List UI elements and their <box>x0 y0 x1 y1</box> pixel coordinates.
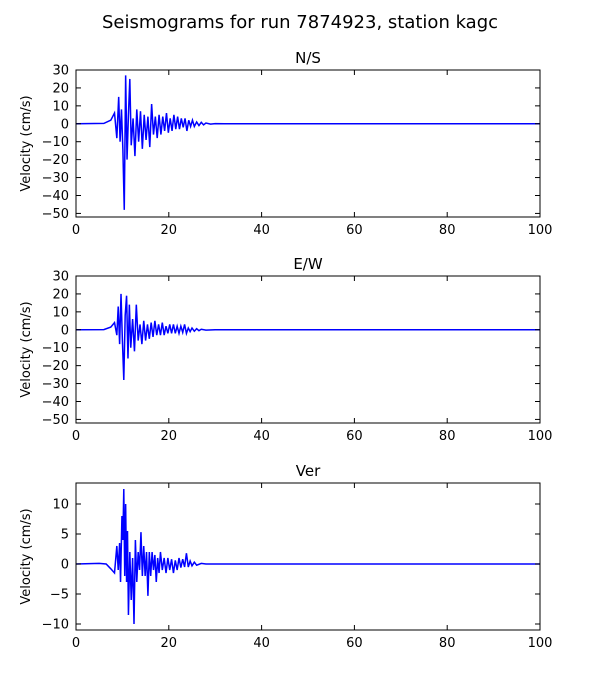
x-tick-label: 0 <box>72 223 80 238</box>
seismogram-trace <box>76 488 540 625</box>
y-tick-label: −20 <box>42 359 69 374</box>
x-tick-label: 60 <box>346 223 363 238</box>
y-tick-label: 30 <box>52 64 69 79</box>
y-axis-label: Velocity (cm/s) <box>19 508 34 604</box>
axes-frame <box>75 275 541 424</box>
y-tick-label: −10 <box>42 618 69 633</box>
y-tick-label: −30 <box>42 171 69 186</box>
x-tick-label: 20 <box>161 429 178 444</box>
y-tick-label: 10 <box>52 99 69 114</box>
y-tick-label: −50 <box>42 413 69 428</box>
panel-title: E/W <box>293 255 323 273</box>
seismogram-trace <box>76 293 540 381</box>
y-tick-label: 30 <box>52 270 69 285</box>
y-tick-label: −10 <box>42 135 69 150</box>
y-tick-label: −40 <box>42 395 69 410</box>
panel-title: N/S <box>295 49 321 67</box>
x-tick-label: 40 <box>253 223 270 238</box>
x-tick-label: 100 <box>528 429 553 444</box>
y-tick-label: 0 <box>61 323 69 338</box>
y-tick-label: −5 <box>50 588 69 603</box>
axes-frame <box>75 482 541 631</box>
y-tick-label: −10 <box>42 341 69 356</box>
x-tick-label: 40 <box>253 429 270 444</box>
y-tick-label: 0 <box>61 558 69 573</box>
x-tick-label: 20 <box>161 223 178 238</box>
y-tick-label: 0 <box>61 117 69 132</box>
y-axis-label: Velocity (cm/s) <box>19 95 34 191</box>
x-tick-label: 60 <box>346 429 363 444</box>
axes-frame <box>75 69 541 218</box>
y-tick-label: 10 <box>52 498 69 513</box>
y-tick-label: 20 <box>52 81 69 96</box>
y-tick-label: −40 <box>42 189 69 204</box>
x-tick-label: 80 <box>439 429 456 444</box>
seismogram-panel: Ver Velocity (cm/s) 0 20 40 60 80 100 −10 −5 0 5 10 <box>19 462 552 651</box>
x-tick-label: 100 <box>528 636 553 651</box>
y-tick-label: 5 <box>61 528 69 543</box>
x-tick-label: 20 <box>161 636 178 651</box>
x-tick-label: 0 <box>72 636 80 651</box>
y-axis-label: Velocity (cm/s) <box>19 301 34 397</box>
figure-title: Seismograms for run 7874923, station kag… <box>102 12 498 33</box>
y-tick-label: 10 <box>52 305 69 320</box>
panel-title: Ver <box>296 462 321 480</box>
x-tick-label: 100 <box>528 223 553 238</box>
x-tick-label: 0 <box>72 429 80 444</box>
x-tick-label: 80 <box>439 223 456 238</box>
x-tick-label: 40 <box>253 636 270 651</box>
x-tick-label: 60 <box>346 636 363 651</box>
seismogram-trace <box>76 75 540 210</box>
y-tick-label: −30 <box>42 377 69 392</box>
y-tick-label: −20 <box>42 153 69 168</box>
x-tick-label: 80 <box>439 636 456 651</box>
y-tick-label: −50 <box>42 207 69 222</box>
y-tick-label: 20 <box>52 287 69 302</box>
